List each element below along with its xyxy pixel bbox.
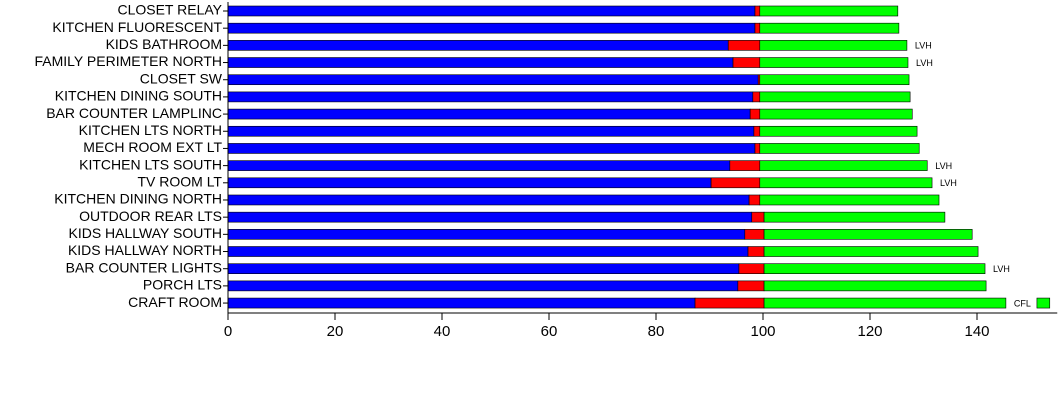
bar-segment [754,22,761,34]
bar-segment [227,194,750,206]
category-label: KIDS BATHROOM [106,36,222,52]
bar-segment [759,57,909,68]
bar-note: CFL [1014,298,1031,308]
category-label: CLOSET RELAY [117,2,222,18]
bar-segment [759,5,899,17]
bar-segment [227,5,756,17]
x-tick-label: 100 [750,323,775,340]
bar-segment [747,246,765,257]
bar-segment [727,40,761,51]
bar-segment [227,229,746,240]
bar-segment [759,125,918,137]
category-label: KIDS HALLWAY NORTH [68,242,222,258]
category-label: OUTDOOR REAR LTS [79,208,222,224]
bar-segment [759,160,928,171]
bar-segment [763,211,946,223]
category-label: FAMILY PERIMETER NORTH [35,53,222,69]
bar-segment [227,160,731,171]
bar-segment [744,229,765,240]
bar-segment [759,108,913,120]
bar-segment [759,177,933,189]
bar-segment [763,280,987,292]
bar-segment [749,108,761,120]
bar-segment [227,22,756,34]
bar-segment [759,74,910,86]
bar-segment [694,297,765,309]
bar-segment [737,280,765,292]
bar-segment [763,263,986,275]
bar-segment [729,160,761,171]
bar-segment [227,91,754,103]
category-label: BAR COUNTER LAMPLINC [46,105,222,121]
category-label: KITCHEN FLUORESCENT [52,19,222,35]
bar-segment [227,246,749,257]
bar-note: LVH [993,264,1010,274]
bar-segment [763,297,1007,309]
bar-segment [754,5,761,17]
bar-segment [227,280,739,292]
bar-segment [1006,298,1037,308]
bar-segment [753,125,761,137]
bar-segment [227,108,751,120]
bar-segment [748,194,761,206]
x-tick-label: 140 [964,323,989,340]
bar-segment [227,263,740,275]
bar-segment [227,57,734,68]
bar-note: LVH [940,178,957,188]
category-label: PORCH LTS [143,277,222,293]
bar-segment [710,177,761,189]
x-tick-label: 20 [327,323,344,340]
x-tick-label: 120 [857,323,882,340]
category-label: CRAFT ROOM [128,294,222,310]
bar-segment [751,211,765,223]
bar-segment [227,211,753,223]
category-label: CLOSET SW [140,70,223,86]
bar-note: LVH [935,161,952,171]
bar-note: LVH [915,41,932,51]
bar-segment [738,263,765,275]
bar-segment [759,143,920,154]
category-label: TV ROOM LT [137,174,222,190]
bar-segment [759,91,911,103]
bar-segment [759,22,900,34]
bar-segment [759,194,940,206]
category-label: BAR COUNTER LIGHTS [66,259,222,275]
x-tick-label: 0 [224,323,232,340]
bar-segment [227,74,759,86]
category-label: MECH ROOM EXT LT [83,139,222,155]
bar-segment [763,229,973,240]
bar-segment [763,246,979,257]
bar-segment [227,177,712,189]
bar-segment [759,40,908,51]
bar-segment [227,125,755,137]
bar-segment [754,143,761,154]
bar-segment [227,143,756,154]
category-label: KITCHEN LTS NORTH [79,122,222,138]
x-tick-label: 40 [434,323,451,340]
category-label: KITCHEN DINING SOUTH [55,88,222,104]
category-label: KIDS HALLWAY SOUTH [68,225,222,241]
bar-segment [752,91,761,103]
bar-segment [1036,297,1051,309]
category-label: KITCHEN DINING NORTH [54,191,222,207]
bar-segment [732,57,761,68]
bar-segment [227,297,696,309]
x-tick-label: 80 [648,323,665,340]
bar-note: LVH [916,58,933,68]
category-label: KITCHEN LTS SOUTH [79,156,222,172]
x-tick-label: 60 [541,323,558,340]
bar-segment [227,40,729,51]
